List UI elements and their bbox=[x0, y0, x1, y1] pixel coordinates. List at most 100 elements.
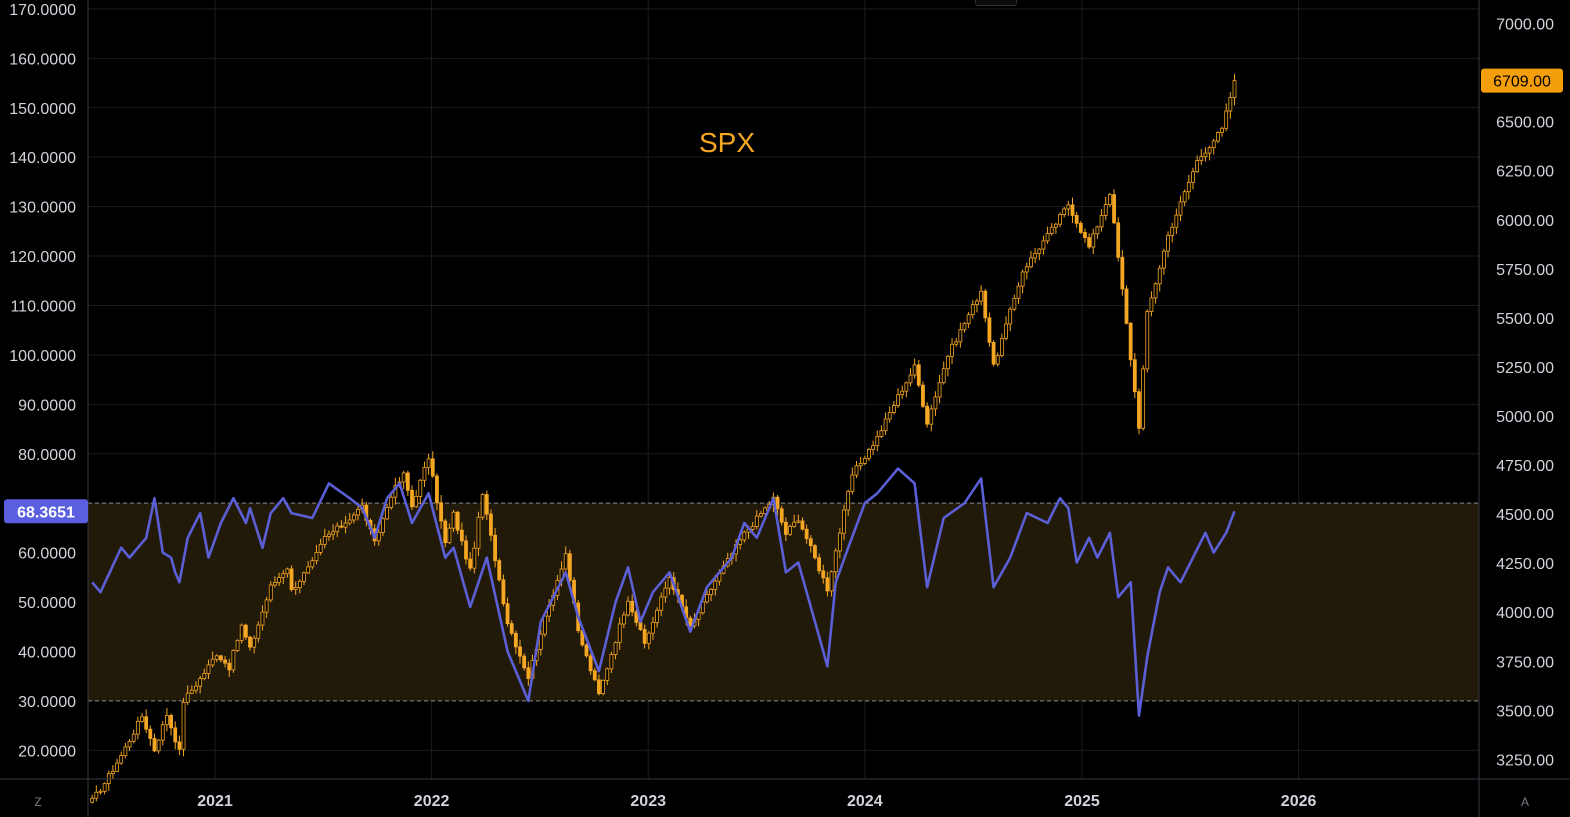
candle-body[interactable] bbox=[302, 572, 306, 582]
candle-body[interactable] bbox=[165, 715, 169, 726]
candle-body[interactable] bbox=[979, 290, 984, 302]
candle-body[interactable] bbox=[1153, 283, 1158, 299]
time-axis[interactable]: 2021 2022 2023 2024 2025 2026 bbox=[197, 793, 1316, 810]
candle-body[interactable] bbox=[588, 655, 593, 672]
candle-body[interactable] bbox=[1132, 359, 1137, 393]
candle-body[interactable] bbox=[642, 629, 647, 644]
candle-body[interactable] bbox=[950, 343, 954, 357]
candle-body[interactable] bbox=[1049, 226, 1054, 234]
candle-body[interactable] bbox=[617, 623, 622, 643]
candle-body[interactable] bbox=[646, 632, 651, 644]
candle-body[interactable] bbox=[775, 496, 780, 510]
candle-body[interactable] bbox=[381, 518, 385, 533]
candle-body[interactable] bbox=[983, 290, 988, 319]
candle-body[interactable] bbox=[289, 568, 294, 590]
top-handle[interactable] bbox=[975, 0, 1017, 6]
candle-body[interactable] bbox=[173, 727, 178, 743]
candle-body[interactable] bbox=[356, 508, 360, 516]
candle-body[interactable] bbox=[318, 543, 323, 553]
candle-body[interactable] bbox=[933, 396, 938, 410]
candle-body[interactable] bbox=[592, 670, 597, 681]
candle-body[interactable] bbox=[459, 529, 464, 542]
candle-body[interactable] bbox=[443, 520, 448, 544]
candle-body[interactable] bbox=[131, 733, 136, 742]
candle-body[interactable] bbox=[314, 552, 319, 562]
candle-body[interactable] bbox=[526, 667, 531, 679]
candle-body[interactable] bbox=[115, 762, 119, 772]
candle-body[interactable] bbox=[135, 721, 140, 735]
left-axis[interactable]: 170.0000 160.0000 150.0000 140.0000 130.0000… bbox=[9, 2, 76, 760]
candle-body[interactable] bbox=[1004, 323, 1008, 339]
candle-body[interactable] bbox=[297, 580, 302, 588]
candle-body[interactable] bbox=[837, 532, 842, 552]
candle-body[interactable] bbox=[1215, 132, 1220, 142]
candle-body[interactable] bbox=[875, 436, 880, 447]
candle-body[interactable] bbox=[522, 655, 527, 669]
candle-body[interactable] bbox=[1224, 110, 1229, 129]
candle-body[interactable] bbox=[1012, 297, 1017, 310]
candle-body[interactable] bbox=[655, 609, 659, 623]
candle-body[interactable] bbox=[1058, 214, 1062, 225]
candle-body[interactable] bbox=[439, 502, 443, 522]
candle-body[interactable] bbox=[102, 783, 107, 792]
candle-body[interactable] bbox=[484, 494, 489, 515]
candle-body[interactable] bbox=[472, 547, 477, 569]
candle-body[interactable] bbox=[1095, 226, 1100, 235]
candle-body[interactable] bbox=[1066, 204, 1071, 210]
candle-body[interactable] bbox=[995, 355, 1000, 365]
candle-body[interactable] bbox=[1120, 256, 1125, 290]
candle-body[interactable] bbox=[1103, 204, 1108, 216]
candle-body[interactable] bbox=[1099, 215, 1104, 228]
candle-body[interactable] bbox=[854, 465, 859, 476]
candle-body[interactable] bbox=[1199, 156, 1204, 161]
candle-body[interactable] bbox=[929, 408, 934, 425]
candle-body[interactable] bbox=[543, 615, 547, 635]
candle-body[interactable] bbox=[156, 739, 161, 752]
candle-body[interactable] bbox=[111, 770, 115, 775]
candle-body[interactable] bbox=[1045, 233, 1050, 242]
candle-body[interactable] bbox=[709, 589, 714, 595]
candle-body[interactable] bbox=[1228, 97, 1233, 112]
candle-body[interactable] bbox=[331, 531, 335, 535]
candle-body[interactable] bbox=[742, 531, 747, 541]
candle-body[interactable] bbox=[609, 654, 614, 670]
candle-body[interactable] bbox=[1191, 171, 1195, 183]
rsi-line[interactable] bbox=[91, 467, 1236, 718]
candle-body[interactable] bbox=[821, 570, 826, 579]
candle-body[interactable] bbox=[754, 515, 759, 527]
candle-body[interactable] bbox=[430, 458, 435, 477]
candle-body[interactable] bbox=[123, 746, 128, 756]
candle-body[interactable] bbox=[1074, 215, 1079, 224]
candle-body[interactable] bbox=[921, 384, 925, 407]
candle-body[interactable] bbox=[98, 790, 103, 793]
candle-body[interactable] bbox=[1041, 240, 1046, 250]
candle-body[interactable] bbox=[1070, 204, 1075, 216]
candle-body[interactable] bbox=[1174, 214, 1179, 228]
candle-body[interactable] bbox=[327, 533, 331, 537]
candle-body[interactable] bbox=[1024, 266, 1029, 273]
candle-body[interactable] bbox=[310, 560, 315, 568]
candle-body[interactable] bbox=[904, 382, 909, 392]
candle-body[interactable] bbox=[792, 521, 797, 527]
candle-body[interactable] bbox=[1033, 253, 1038, 259]
candle-body[interactable] bbox=[908, 374, 913, 384]
candle-body[interactable] bbox=[887, 412, 892, 420]
auto-scale-left-button[interactable]: Z bbox=[34, 795, 42, 809]
candle-body[interactable] bbox=[198, 678, 203, 687]
candle-body[interactable] bbox=[896, 394, 900, 406]
rsi-series[interactable] bbox=[91, 467, 1236, 718]
candle-body[interactable] bbox=[1195, 160, 1200, 173]
candle-body[interactable] bbox=[1016, 285, 1021, 299]
candle-body[interactable] bbox=[1207, 147, 1212, 154]
candle-body[interactable] bbox=[705, 594, 709, 603]
candle-body[interactable] bbox=[248, 636, 252, 648]
candle-body[interactable] bbox=[945, 356, 950, 370]
candle-body[interactable] bbox=[1037, 248, 1042, 254]
auto-scale-right-button[interactable]: A bbox=[1520, 795, 1529, 809]
candle-body[interactable] bbox=[1166, 234, 1170, 252]
candle-body[interactable] bbox=[763, 507, 768, 514]
candle-body[interactable] bbox=[804, 528, 809, 540]
candle-body[interactable] bbox=[912, 364, 917, 376]
candle-body[interactable] bbox=[563, 553, 568, 570]
candle-body[interactable] bbox=[817, 557, 822, 572]
